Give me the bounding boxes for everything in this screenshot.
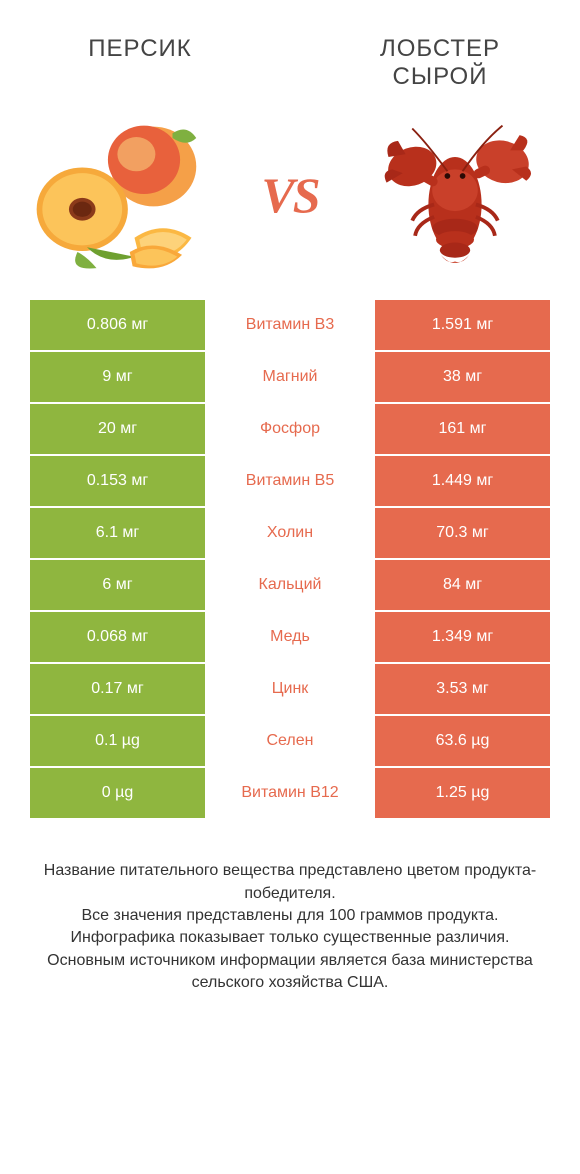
right-product-title: ЛОБСТЕР СЫРОЙ [330, 35, 550, 90]
left-value: 0.17 мг [30, 664, 205, 714]
left-value: 6 мг [30, 560, 205, 610]
left-value: 0.068 мг [30, 612, 205, 662]
table-row: 0.1 µgСелен63.6 µg [30, 716, 550, 768]
nutrient-label: Кальций [205, 560, 375, 610]
left-value: 0.1 µg [30, 716, 205, 766]
table-row: 9 мгМагний38 мг [30, 352, 550, 404]
table-row: 0.068 мгМедь1.349 мг [30, 612, 550, 664]
lobster-image [360, 110, 550, 280]
nutrient-label: Медь [205, 612, 375, 662]
nutrient-label: Цинк [205, 664, 375, 714]
left-value: 9 мг [30, 352, 205, 402]
header: ПЕРСИК ЛОБСТЕР СЫРОЙ [0, 0, 580, 100]
footer-line: Все значения представлены для 100 граммо… [30, 905, 550, 927]
right-value: 1.349 мг [375, 612, 550, 662]
right-value: 1.25 µg [375, 768, 550, 818]
nutrient-label: Фосфор [205, 404, 375, 454]
table-row: 6 мгКальций84 мг [30, 560, 550, 612]
right-value: 161 мг [375, 404, 550, 454]
left-value: 0 µg [30, 768, 205, 818]
table-row: 0.17 мгЦинк3.53 мг [30, 664, 550, 716]
left-product-title: ПЕРСИК [30, 35, 250, 63]
table-row: 20 мгФосфор161 мг [30, 404, 550, 456]
left-value: 20 мг [30, 404, 205, 454]
nutrient-label: Магний [205, 352, 375, 402]
footer-line: Инфографика показывает только существенн… [30, 927, 550, 949]
nutrient-label: Витамин B12 [205, 768, 375, 818]
right-value: 70.3 мг [375, 508, 550, 558]
nutrition-table: 0.806 мгВитамин B31.591 мг9 мгМагний38 м… [0, 300, 580, 820]
nutrient-label: Витамин B3 [205, 300, 375, 350]
table-row: 0.153 мгВитамин B51.449 мг [30, 456, 550, 508]
footer-line: Название питательного вещества представл… [30, 860, 550, 905]
table-row: 6.1 мгХолин70.3 мг [30, 508, 550, 560]
left-value: 0.153 мг [30, 456, 205, 506]
table-row: 0 µgВитамин B121.25 µg [30, 768, 550, 820]
vs-label: VS [261, 166, 318, 224]
left-value: 0.806 мг [30, 300, 205, 350]
nutrient-label: Холин [205, 508, 375, 558]
images-row: VS [0, 100, 580, 300]
nutrient-label: Витамин B5 [205, 456, 375, 506]
footer-line: Основным источником информации является … [30, 950, 550, 995]
table-row: 0.806 мгВитамин B31.591 мг [30, 300, 550, 352]
right-value: 1.449 мг [375, 456, 550, 506]
right-value: 63.6 µg [375, 716, 550, 766]
left-value: 6.1 мг [30, 508, 205, 558]
right-value: 1.591 мг [375, 300, 550, 350]
right-value: 3.53 мг [375, 664, 550, 714]
right-value: 38 мг [375, 352, 550, 402]
right-value: 84 мг [375, 560, 550, 610]
footer-notes: Название питательного вещества представл… [0, 820, 580, 994]
nutrient-label: Селен [205, 716, 375, 766]
peach-image [30, 110, 220, 280]
